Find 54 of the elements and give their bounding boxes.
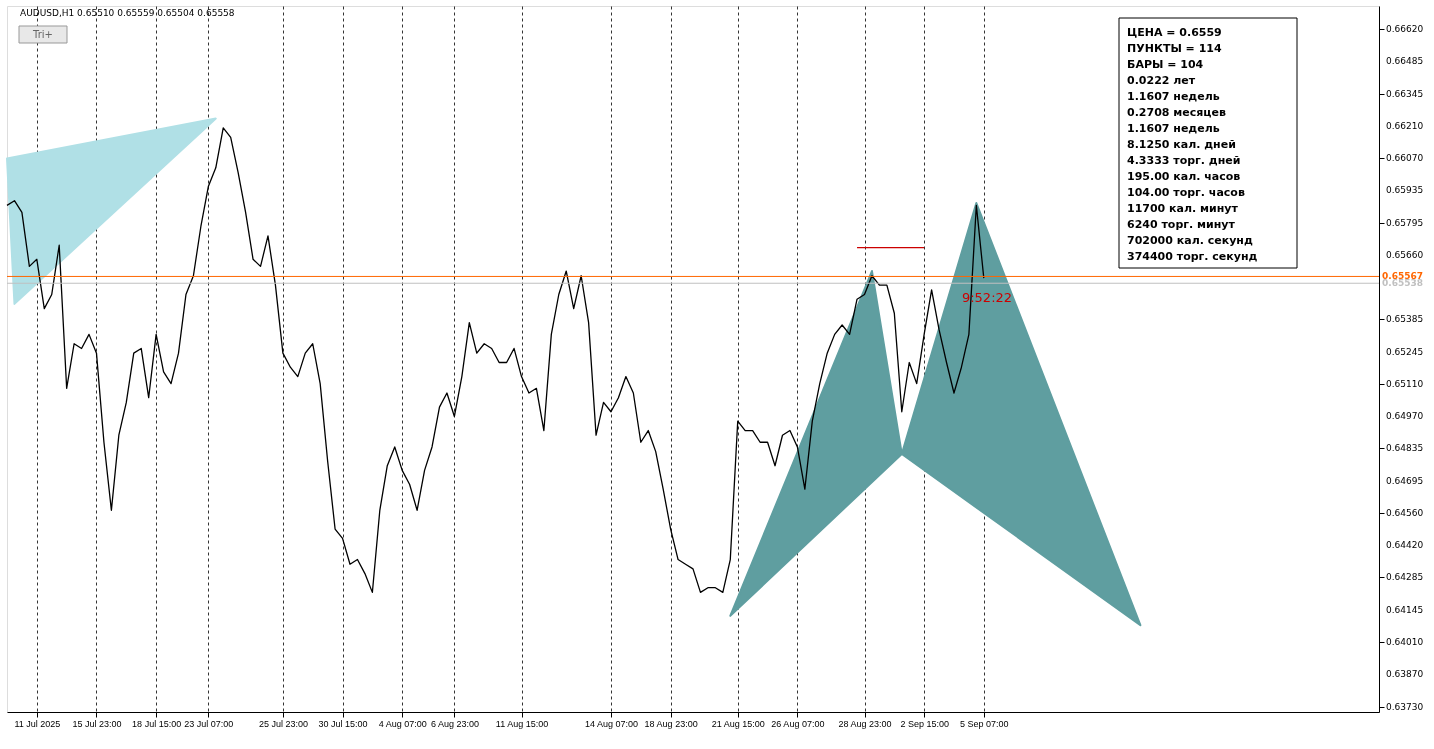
y-tick-label: 0.65110 (1386, 378, 1424, 389)
annotation: 374400 торг. секунд (1127, 250, 1258, 263)
y-tick-label: 0.64420 (1386, 540, 1424, 551)
annotation: 4.3333 торг. дней (1127, 154, 1241, 167)
annotation: 104.00 торг. часов (1127, 186, 1245, 199)
annotation: 0.2708 месяцев (1127, 106, 1226, 119)
y-tick-label: 0.63870 (1386, 669, 1424, 680)
x-tick-label: 15 Jul 23:00 (72, 718, 122, 729)
x-tick-label: 18 Jul 15:00 (132, 718, 182, 729)
annotation: ЦЕНА = 0.6559 (1127, 26, 1222, 39)
x-tick-label: 2 Sep 15:00 (900, 718, 949, 729)
x-tick-label: 21 Aug 15:00 (711, 718, 765, 729)
annotation: Tri+ (32, 29, 53, 40)
x-tick-label: 23 Jul 07:00 (184, 718, 234, 729)
x-tick-label: 26 Aug 07:00 (771, 718, 825, 729)
y-tick-label: 0.65385 (1386, 314, 1424, 325)
y-tick-label: 0.65660 (1386, 249, 1424, 260)
y-tick-label: 0.65935 (1386, 185, 1424, 196)
y-tick-label: 0.64010 (1386, 636, 1424, 647)
y-tick-label: 0.64970 (1386, 411, 1424, 422)
x-tick-label: 28 Aug 23:00 (838, 718, 892, 729)
annotation: 0.0222 лет (1127, 74, 1196, 87)
y-tick-label: 0.66485 (1386, 56, 1424, 67)
annotation: 8.1250 кал. дней (1127, 138, 1236, 151)
y-tick-label: 0.63730 (1386, 702, 1424, 713)
y-tick-label: 0.64695 (1386, 475, 1424, 486)
x-tick-label: 14 Aug 07:00 (584, 718, 639, 729)
y-tick-label: 0.66210 (1386, 120, 1424, 131)
chart-title: AUDUSD,H1 0.65510 0.65559 0.65504 0.65558 (20, 8, 235, 18)
x-tick-label: 5 Sep 07:00 (960, 718, 1009, 729)
y-tick-label: 0.64835 (1386, 443, 1424, 454)
y-tick-label: 0.64285 (1386, 572, 1424, 583)
y-tick-label: 0.64145 (1386, 604, 1424, 615)
annotation: 1.1607 недель (1127, 122, 1220, 135)
annotation: ПУНКТЫ = 114 (1127, 42, 1222, 55)
annotation: 702000 кал. секунд (1127, 234, 1253, 247)
x-tick-label: 11 Jul 2025 (14, 718, 61, 729)
x-tick-label: 25 Jul 23:00 (258, 718, 308, 729)
y-tick-label: 0.64560 (1386, 507, 1424, 518)
x-tick-label: 18 Aug 23:00 (644, 718, 698, 729)
annotation: БАРЫ = 104 (1127, 58, 1204, 71)
annotation: 1.1607 недель (1127, 90, 1220, 103)
x-tick-label: 30 Jul 15:00 (318, 718, 368, 729)
x-tick-label: 6 Aug 23:00 (430, 718, 479, 729)
annotation: 11700 кал. минут (1127, 202, 1239, 215)
annotation: 6240 торг. минут (1127, 218, 1236, 231)
y-tick-label: 0.66620 (1386, 24, 1424, 35)
x-tick-label: 11 Aug 15:00 (495, 718, 549, 729)
y-tick-label: 0.65245 (1386, 346, 1424, 357)
x-tick-label: 4 Aug 07:00 (378, 718, 427, 729)
y-tick-label: 0.65795 (1386, 217, 1424, 228)
annotation: 195.00 кал. часов (1127, 170, 1241, 183)
y-tick-label: 0.66345 (1386, 88, 1424, 99)
y-tick-label: 0.66070 (1386, 153, 1424, 164)
